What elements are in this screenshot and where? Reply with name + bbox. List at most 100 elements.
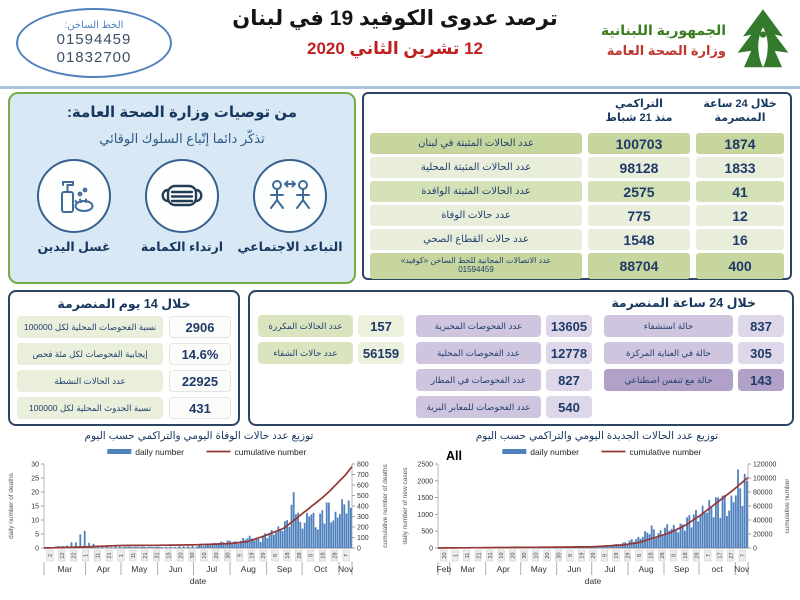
recommendation-face-mask: ارتداء الكمامة	[132, 159, 232, 254]
svg-text:29: 29	[626, 552, 632, 558]
stat-value: 13605	[546, 315, 592, 337]
daily-bars	[473, 469, 748, 548]
svg-text:28: 28	[694, 552, 700, 558]
svg-text:2000: 2000	[417, 478, 433, 485]
table-row: 1833 98128 عدد الحالات المثبتة المحلية	[370, 157, 784, 178]
recommendation-social-distancing: التباعد الاجتماعي	[237, 159, 343, 254]
svg-text:19: 19	[249, 552, 255, 558]
svg-text:21: 21	[143, 552, 149, 558]
deaths-chart-title: توزيع عدد حالات الوفاة اليومي والتراكمي …	[84, 430, 314, 442]
svg-text:8: 8	[671, 554, 677, 557]
svg-text:0: 0	[429, 546, 433, 553]
svg-text:2500: 2500	[417, 462, 433, 469]
svg-text:11: 11	[95, 553, 101, 559]
recommendations-subtitle: تذكّر دائما إتّباع السلوك الوقائي	[99, 131, 265, 146]
value-last24h: 1874	[696, 133, 784, 154]
svg-text:Apr: Apr	[97, 564, 110, 574]
svg-text:Nov: Nov	[338, 564, 354, 574]
stat-value: 143	[738, 369, 784, 391]
table-row: 400 88704 عدد الاتصالات المجانية للخط ال…	[370, 253, 784, 279]
svg-text:300: 300	[357, 514, 369, 521]
svg-text:8: 8	[273, 554, 279, 557]
recommendation-label: غسل اليدين	[37, 240, 111, 254]
svg-text:2: 2	[48, 554, 54, 557]
value-last24h: 16	[696, 229, 784, 250]
svg-text:Mar: Mar	[460, 564, 475, 574]
svg-text:cumulative number: cumulative number	[784, 478, 791, 534]
svg-text:oct: oct	[711, 564, 723, 574]
svg-text:30: 30	[557, 552, 563, 558]
stat-row: عدد الحالات المكررة 157 عدد الفحوصات الم…	[258, 315, 784, 337]
svg-text:30: 30	[190, 552, 196, 558]
value-cumulative: 1548	[588, 229, 690, 250]
day-box-title: خلال 24 ساعة المنصرمة	[611, 296, 756, 310]
svg-text:10: 10	[31, 518, 39, 525]
svg-text:18: 18	[683, 552, 689, 558]
table-row: 16 1548 عدد حالات القطاع الصحي	[370, 229, 784, 250]
svg-text:cumulative number of deaths: cumulative number of deaths	[382, 464, 389, 548]
svg-text:30: 30	[226, 552, 232, 558]
value-cumulative: 100703	[588, 133, 690, 154]
new-cases-chart-box: توزيع عدد الحالات الجديدة اليومي والتراك…	[398, 430, 796, 599]
title-block: ترصد عدوى الكوفيد 19 في لبنان 12 تشرين ا…	[210, 6, 580, 59]
svg-text:0: 0	[753, 546, 757, 553]
svg-text:7: 7	[344, 554, 350, 557]
stat-row: إيجابية الفحوصات لكل مئة فحص 14.6%	[17, 343, 231, 365]
svg-text:30: 30	[522, 552, 528, 558]
svg-text:40000: 40000	[753, 518, 773, 525]
svg-text:100000: 100000	[753, 476, 776, 483]
svg-text:Aug: Aug	[241, 564, 256, 574]
stat-label: عدد الفحوصات للمعابر البرية	[416, 396, 541, 418]
svg-text:daily number of deaths: daily number of deaths	[8, 472, 15, 539]
stat-row: عدد الحالات النشطة 22925	[17, 370, 231, 392]
svg-text:11: 11	[131, 553, 137, 559]
svg-text:Feb: Feb	[437, 564, 452, 574]
svg-text:Mar: Mar	[57, 564, 72, 574]
svg-text:28: 28	[297, 552, 303, 558]
table-row: 12 775 عدد حالات الوفاة	[370, 205, 784, 226]
svg-text:Sep: Sep	[277, 564, 292, 574]
svg-text:daily number: daily number	[530, 447, 579, 457]
recommendations-title: من توصيات وزارة الصحة العامة:	[66, 104, 298, 121]
svg-text:10: 10	[534, 552, 540, 558]
recommendations-box: من توصيات وزارة الصحة العامة: تذكّر دائم…	[8, 92, 356, 284]
deaths-chart-box: توزيع عدد حالات الوفاة اليومي والتراكمي …	[4, 430, 394, 599]
svg-text:15: 15	[31, 504, 39, 511]
svg-text:19: 19	[580, 552, 586, 558]
row-label: عدد حالات الوفاة	[370, 205, 582, 226]
svg-text:800: 800	[357, 462, 369, 469]
svg-text:20: 20	[214, 552, 220, 558]
svg-text:10: 10	[166, 552, 172, 558]
stat-value: 827	[546, 369, 592, 391]
column-header-cumulative: التراكمي منذ 21 شباط	[605, 98, 673, 124]
svg-text:daily number: daily number	[135, 447, 184, 457]
svg-text:19: 19	[614, 552, 620, 558]
table-row: 41 2575 عدد الحالات المثبتة الوافدة	[370, 181, 784, 202]
svg-text:cumulative number: cumulative number	[630, 447, 702, 457]
ministry-line1: الجمهورية اللبنانية	[600, 21, 726, 38]
stat-label: عدد حالات الشفاء	[258, 342, 353, 364]
stat-value: 157	[358, 315, 404, 337]
cumulative-line	[43, 466, 353, 549]
ministry-name: الجمهورية اللبنانية وزارة الصحة العامة	[601, 22, 726, 59]
face-mask-icon	[161, 184, 203, 207]
svg-text:30: 30	[31, 462, 39, 469]
svg-text:Jun: Jun	[567, 564, 581, 574]
svg-text:120000: 120000	[753, 462, 776, 469]
svg-text:8: 8	[309, 554, 315, 557]
column-header-last24h: خلال 24 ساعة المنصرمة	[703, 98, 777, 124]
pair-repeated-cases: عدد الحالات المكررة 157	[258, 315, 404, 337]
stat-label: حالة مع تنفس اصطناعي	[604, 369, 733, 391]
report-date: 12 تشرين الثاني 2020	[307, 39, 483, 58]
pair-lab-tests: عدد الفحوصات المخبرية 13605	[416, 315, 592, 337]
svg-text:7: 7	[740, 554, 746, 557]
recommendation-icons-row: التباعد الاجتماعي ارتداء الكمامة	[10, 159, 354, 254]
stat-value: 12778	[546, 342, 592, 364]
svg-text:Jul: Jul	[206, 564, 217, 574]
fortnight-title: خلال 14 يوم المنصرمة	[57, 297, 191, 311]
hotline-number-2: 01832700	[56, 48, 132, 66]
svg-text:500: 500	[357, 493, 369, 500]
svg-text:200: 200	[357, 525, 369, 532]
svg-text:25: 25	[31, 476, 39, 483]
ministry-logo: الجمهورية اللبنانية وزارة الصحة العامة	[601, 6, 792, 74]
